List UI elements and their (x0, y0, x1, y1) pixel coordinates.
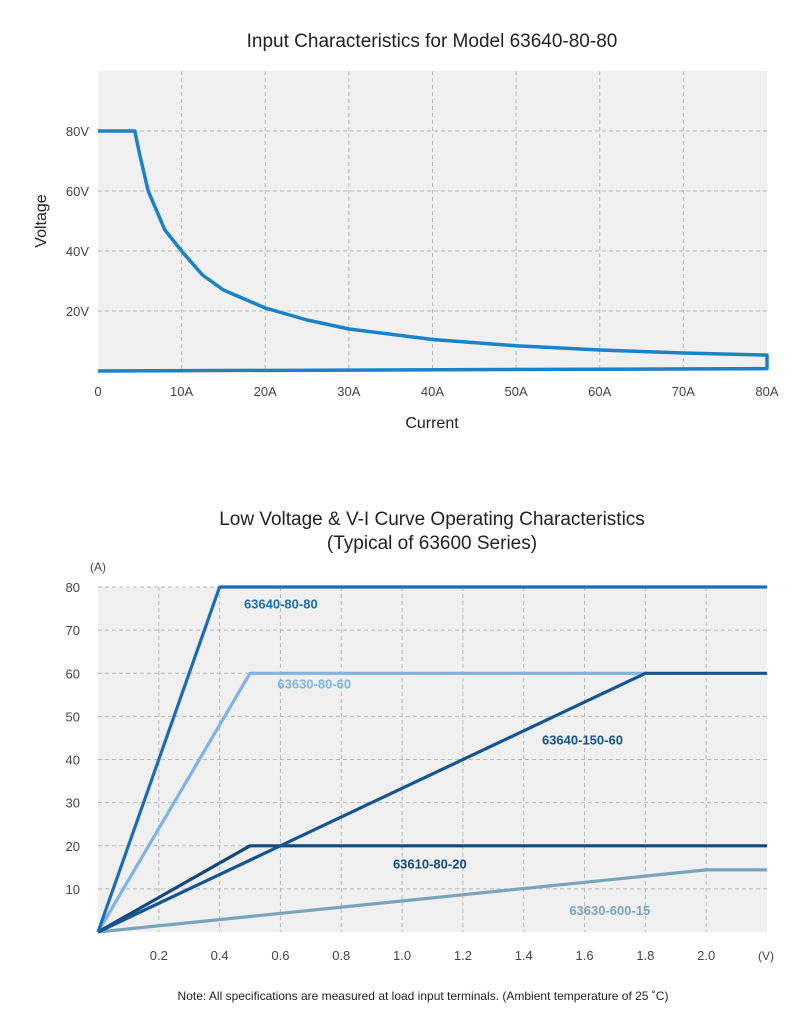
chart2-y-tick-label: 70 (66, 623, 80, 638)
chart1-y-tick-label: 80V (66, 124, 89, 139)
chart2-y-tick-label: 10 (66, 882, 80, 897)
chart2-y-tick-label: 20 (66, 839, 80, 854)
chart1-y-tick-label: 40V (66, 244, 89, 259)
chart2-series-label: 63630-80-60 (277, 676, 351, 691)
chart2-y-unit: (A) (90, 560, 106, 574)
chart2-series-line-63630-80-60 (96, 671, 646, 933)
chart2-series-label: 63640-150-60 (542, 732, 623, 747)
chart2-x-tick-label: 0.4 (211, 948, 229, 963)
chart1-x-tick-label: 0 (94, 384, 101, 399)
chart2-series-label: 63640-80-80 (244, 597, 318, 612)
chart1-x-tick-label: 10A (170, 384, 193, 399)
chart2-x-tick-label: 1.2 (454, 948, 472, 963)
chart1-x-tick-label: 40A (421, 384, 444, 399)
chart1-x-tick-label: 30A (337, 384, 360, 399)
chart2-x-unit: (V) (758, 949, 774, 963)
chart2-x-tick-label: 1.6 (576, 948, 594, 963)
chart2-y-tick-label: 40 (66, 753, 80, 768)
chart2-y-tick-label: 80 (66, 580, 80, 595)
chart1-series-line (97, 129, 769, 373)
chart1-title: Input Characteristics for Model 63640-80… (247, 31, 618, 52)
chart2-series-line-63640-150-60 (97, 671, 767, 934)
chart2-x-tick-label: 1.8 (636, 948, 654, 963)
chart1-x-tick-label: 60A (588, 384, 611, 399)
chart2-series-line-63610-80-20 (97, 844, 767, 934)
chart2-x-tick-label: 1.0 (393, 948, 411, 963)
chart1-y-axis-label: Voltage (33, 194, 50, 247)
chart2-x-tick-label: 2.0 (697, 948, 715, 963)
chart2-series-label: 63630-600-15 (569, 903, 650, 918)
chart1-x-axis-label: Current (405, 415, 459, 432)
chart1-y-tick-label: 20V (66, 304, 89, 319)
chart2-x-tick-label: 1.4 (515, 948, 533, 963)
chart2-title: Low Voltage & V-I Curve Operating Charac… (219, 509, 645, 530)
chart1-x-tick-label: 20A (254, 384, 277, 399)
chart2-series-line-63630-600-15 (97, 868, 767, 934)
chart1-x-tick-label: 50A (505, 384, 528, 399)
low-voltage-vi-chart: Low Voltage & V-I Curve Operating Charac… (66, 509, 774, 963)
chart2-x-tick-label: 0.8 (332, 948, 350, 963)
chart2-y-tick-label: 30 (66, 796, 80, 811)
footnote: Note: All specifications are measured at… (178, 989, 669, 1003)
chart2-subtitle: (Typical of 63600 Series) (327, 533, 537, 554)
chart2-y-tick-label: 50 (66, 709, 80, 724)
chart1-x-tick-label: 70A (672, 384, 695, 399)
input-characteristics-chart: Input Characteristics for Model 63640-80… (33, 31, 779, 432)
chart2-x-tick-label: 0.2 (150, 948, 168, 963)
chart2-y-tick-label: 60 (66, 666, 80, 681)
chart1-x-tick-label: 80A (755, 384, 778, 399)
chart2-series-line-63640-80-80 (96, 585, 767, 933)
chart2-series-label: 63610-80-20 (393, 857, 467, 872)
chart2-x-tick-label: 0.6 (271, 948, 289, 963)
chart1-y-tick-label: 60V (66, 184, 89, 199)
